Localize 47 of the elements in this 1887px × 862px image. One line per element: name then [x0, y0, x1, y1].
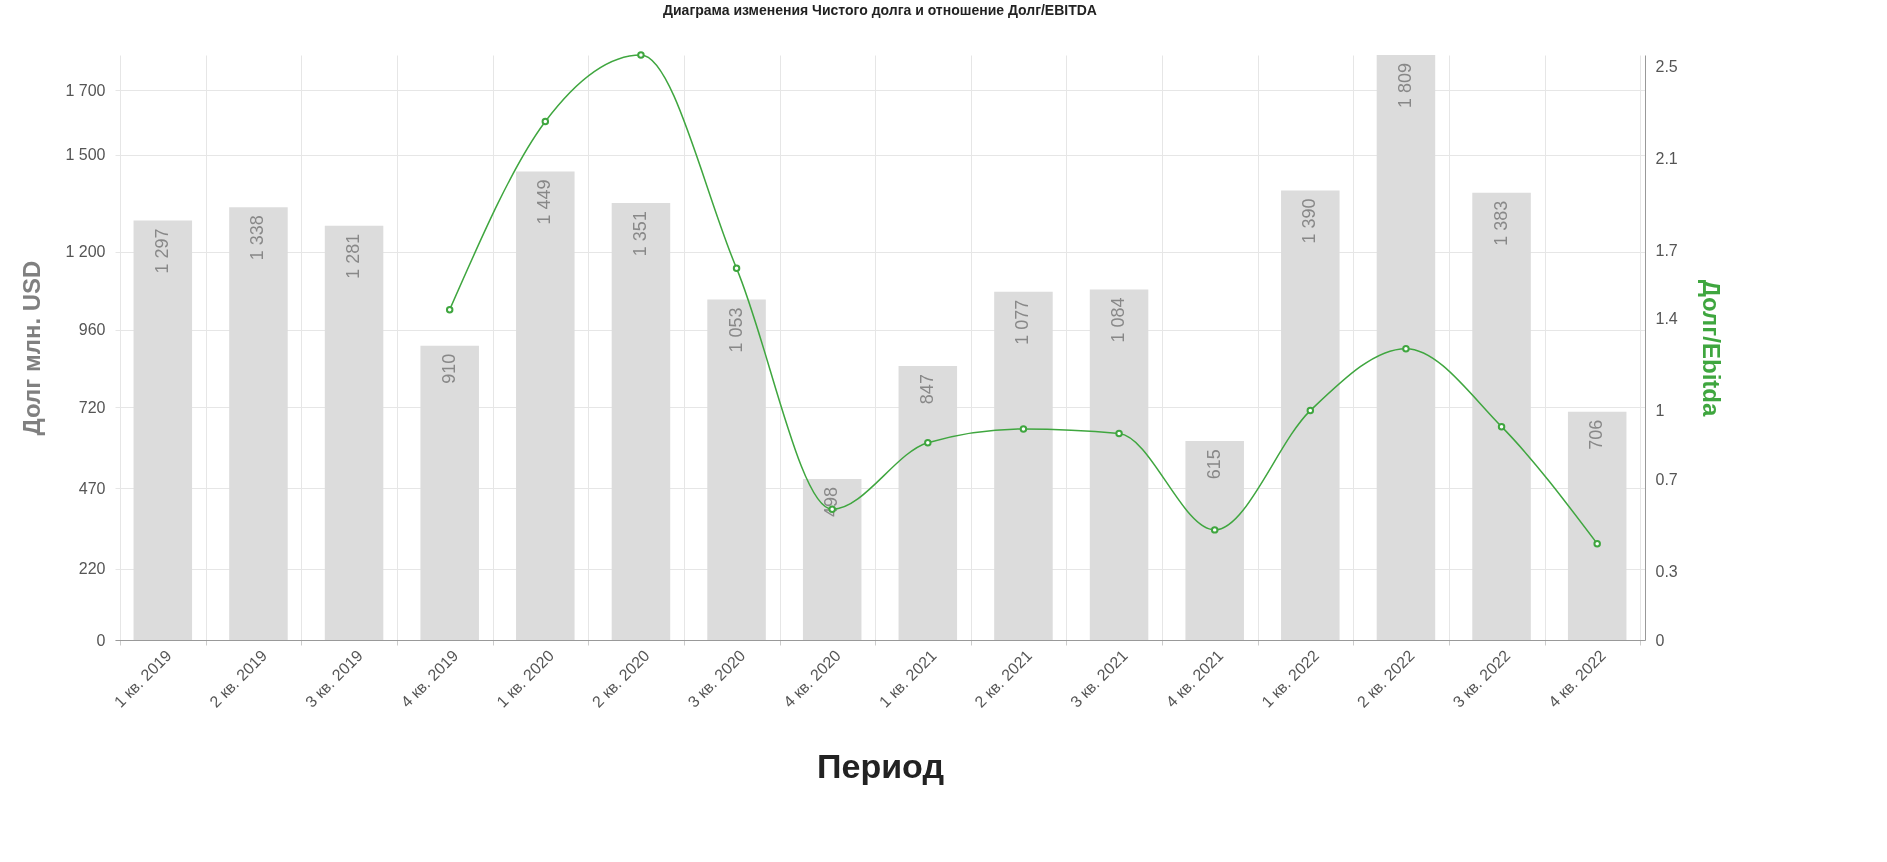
point: [1210, 526, 1219, 534]
data-label: 1 338: [247, 215, 268, 261]
data-label: 1 449: [534, 179, 555, 225]
data-label: 1 281: [343, 233, 364, 279]
point: [732, 264, 741, 273]
point: [924, 438, 932, 447]
point: [1593, 539, 1601, 548]
y2-tick-label: 0.7: [1655, 470, 1678, 488]
y-tick-label: 0: [96, 631, 106, 649]
point: [445, 305, 454, 314]
point: [1019, 425, 1028, 433]
data-label: 706: [1586, 419, 1607, 450]
y-tick-label: 1 200: [65, 243, 106, 261]
y2-tick-label: 2.1: [1655, 149, 1678, 167]
data-label: 1 297: [151, 228, 172, 274]
y-tick-label: 470: [78, 479, 106, 497]
data-label: 1 809: [1394, 63, 1415, 109]
data-label: 1 351: [629, 211, 650, 257]
y2-tick-label: 0.3: [1655, 562, 1678, 580]
data-label: 847: [916, 374, 937, 405]
y2-axis-title: Долг/Ebitda: [1697, 279, 1725, 417]
point: [637, 51, 645, 59]
y-tick-label: 960: [78, 321, 106, 339]
y-axis-title: Долг млн. USD: [18, 260, 46, 436]
data-label: 1 053: [725, 307, 746, 353]
chart-title: Диаграма изменения Чистого долга и отношение Долг/EBITDA: [663, 2, 1097, 19]
y-tick-label: 720: [78, 398, 106, 416]
point: [1497, 422, 1506, 431]
data-label: 1 084: [1108, 297, 1129, 343]
data-label: 910: [438, 353, 459, 384]
point: [541, 117, 550, 126]
point: [1306, 406, 1315, 415]
data-label: 1 383: [1490, 200, 1511, 246]
point: [1402, 344, 1410, 353]
y-tick-label: 1 700: [65, 81, 106, 99]
y2-tick-label: 1.7: [1655, 241, 1678, 259]
data-label: 1 077: [1012, 299, 1033, 345]
x-axis-title: Период: [817, 746, 944, 785]
y-tick-label: 220: [78, 560, 106, 578]
y2-tick-label: 2.5: [1655, 57, 1678, 75]
y2-tick-label: 0: [1655, 631, 1665, 649]
y2-tick-label: 1.4: [1655, 310, 1678, 328]
y2-tick-label: 1: [1655, 402, 1665, 420]
data-label: 615: [1203, 449, 1224, 480]
data-label: 1 390: [1299, 198, 1320, 244]
y-tick-label: 1 500: [65, 146, 106, 164]
point: [1115, 429, 1123, 438]
